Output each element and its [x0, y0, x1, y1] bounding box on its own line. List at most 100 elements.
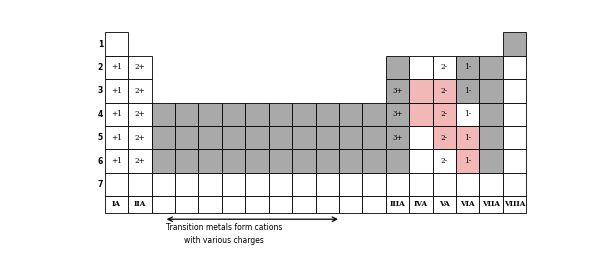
Text: VIIA: VIIA [482, 200, 500, 209]
Bar [456, 173, 479, 196]
Bar [409, 103, 433, 126]
Text: 2-: 2- [441, 157, 448, 165]
Text: 2+: 2+ [135, 134, 145, 142]
Text: IIIA: IIIA [389, 200, 405, 209]
Bar [128, 126, 152, 150]
Bar [479, 56, 503, 79]
Text: 3: 3 [98, 86, 103, 95]
Bar [362, 173, 386, 196]
Bar [386, 173, 409, 196]
Text: 1-: 1- [464, 87, 471, 95]
Bar [175, 150, 199, 173]
Bar [433, 79, 456, 103]
Bar [362, 103, 386, 126]
Bar [128, 79, 152, 103]
Bar [268, 126, 292, 150]
Bar [315, 103, 339, 126]
Bar [152, 150, 175, 173]
Bar [433, 173, 456, 196]
Bar [479, 196, 503, 213]
Bar [152, 103, 175, 126]
Text: 4: 4 [98, 110, 103, 119]
Text: 3+: 3+ [392, 87, 403, 95]
Bar [409, 150, 433, 173]
Bar [339, 103, 362, 126]
Text: 5: 5 [98, 133, 103, 142]
Bar [105, 103, 128, 126]
Bar [503, 56, 526, 79]
Bar [503, 173, 526, 196]
Bar [315, 126, 339, 150]
Bar [222, 126, 245, 150]
Text: 7: 7 [98, 180, 103, 189]
Bar [503, 150, 526, 173]
Bar [456, 79, 479, 103]
Bar [433, 56, 456, 79]
Bar [409, 196, 433, 213]
Bar [315, 150, 339, 173]
Bar [292, 103, 315, 126]
Text: 1: 1 [98, 40, 103, 49]
Bar [339, 150, 362, 173]
Bar [433, 150, 456, 173]
Bar [245, 126, 268, 150]
Bar [433, 126, 456, 150]
Text: 6: 6 [98, 157, 103, 166]
Bar [456, 56, 479, 79]
Bar [409, 173, 433, 196]
Bar [268, 173, 292, 196]
Bar [245, 196, 268, 213]
Bar [409, 126, 433, 150]
Bar [222, 196, 245, 213]
Bar [268, 150, 292, 173]
Text: IA: IA [112, 200, 121, 209]
Bar [386, 79, 409, 103]
Bar [479, 103, 503, 126]
Bar [199, 173, 222, 196]
Text: 1-: 1- [464, 157, 471, 165]
Bar [339, 196, 362, 213]
Bar [479, 79, 503, 103]
Text: 2-: 2- [441, 134, 448, 142]
Bar [433, 196, 456, 213]
Text: VIA: VIA [461, 200, 475, 209]
Bar [503, 32, 526, 56]
Text: 2+: 2+ [135, 110, 145, 118]
Bar [315, 196, 339, 213]
Text: 3+: 3+ [392, 134, 403, 142]
Bar [222, 103, 245, 126]
Bar [152, 173, 175, 196]
Bar [175, 103, 199, 126]
Bar [105, 126, 128, 150]
Bar [362, 126, 386, 150]
Text: 1-: 1- [464, 110, 471, 118]
Bar [105, 32, 128, 56]
Bar [175, 196, 199, 213]
Text: 2: 2 [98, 63, 103, 72]
Bar [245, 103, 268, 126]
Bar [409, 79, 433, 103]
Bar [386, 126, 409, 150]
Text: +1: +1 [111, 157, 122, 165]
Bar [503, 103, 526, 126]
Bar [362, 196, 386, 213]
Bar [105, 150, 128, 173]
Bar [245, 173, 268, 196]
Bar [152, 126, 175, 150]
Bar [105, 56, 128, 79]
Bar [245, 150, 268, 173]
Bar [386, 56, 409, 79]
Text: 3+: 3+ [392, 110, 403, 118]
Text: 2-: 2- [441, 110, 448, 118]
Bar [268, 196, 292, 213]
Bar [503, 79, 526, 103]
Text: Transition metals form cations
with various charges: Transition metals form cations with vari… [166, 223, 282, 245]
Bar [292, 173, 315, 196]
Bar [128, 56, 152, 79]
Bar [479, 126, 503, 150]
Text: IVA: IVA [414, 200, 428, 209]
Bar [128, 150, 152, 173]
Bar [386, 103, 409, 126]
Text: +1: +1 [111, 87, 122, 95]
Bar [105, 196, 128, 213]
